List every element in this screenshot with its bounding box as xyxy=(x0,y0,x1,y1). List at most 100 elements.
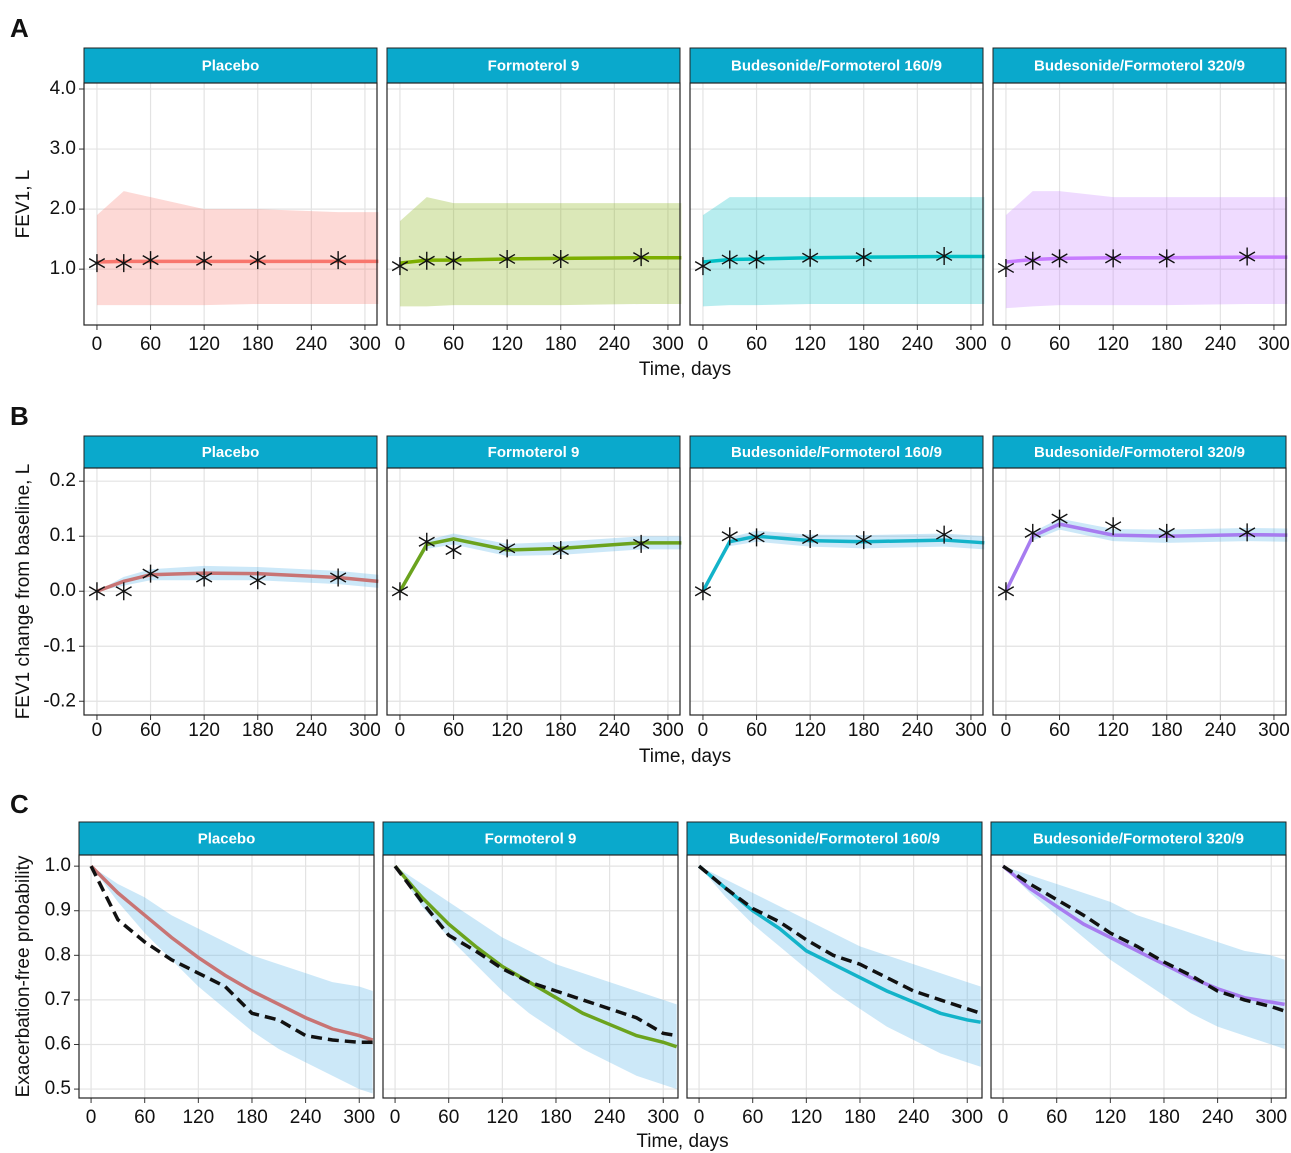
strip-background xyxy=(689,435,984,469)
x-tick-label: 0 xyxy=(998,1107,1009,1128)
observed-star xyxy=(196,251,213,270)
x-tick-label: 180 xyxy=(540,1107,572,1128)
band xyxy=(702,530,985,592)
observed-star xyxy=(418,532,435,551)
x-tick-label: 240 xyxy=(598,720,630,741)
facet: Budesonide/Formoterol 160/9 0 60 120 180 240 3… xyxy=(689,47,987,355)
observed-line xyxy=(393,865,677,1038)
strip-title: Budesonide/Formoterol 160/9 xyxy=(731,444,942,461)
facet: Formoterol 9 0 60 120 180 240 300 xyxy=(386,435,684,741)
x-tick-label: 240 xyxy=(901,720,933,741)
x-tick-label: 240 xyxy=(901,334,933,355)
y-tick-label: 3.0 xyxy=(50,138,76,159)
facet: Placebo 0 60 120 180 240 300 0.5 0.6 0.7 0.8 0.9 1.0 xyxy=(45,821,375,1128)
y-tick-label: 0.7 xyxy=(45,989,71,1010)
x-tick-label: 0 xyxy=(395,334,406,355)
observed-star xyxy=(802,529,819,548)
observed-star xyxy=(935,525,953,544)
x-tick-label: 180 xyxy=(545,720,577,741)
plot-frame xyxy=(386,467,681,716)
x-tick-label: 180 xyxy=(236,1107,268,1128)
observed-star xyxy=(748,250,765,269)
y-tick-label: -0.2 xyxy=(43,690,76,711)
observed-star xyxy=(445,540,462,559)
x-tick-label: 300 xyxy=(349,334,381,355)
strip-title: Formoterol 9 xyxy=(488,444,580,461)
x-tick-label: 60 xyxy=(438,1107,459,1128)
y-tick-label: 0.2 xyxy=(50,470,76,491)
plot-background xyxy=(84,83,377,325)
observed-star xyxy=(935,246,953,265)
plot-frame xyxy=(78,854,375,1099)
x-tick-label: 60 xyxy=(443,334,464,355)
x-tick-label: 0 xyxy=(694,1107,705,1128)
strip-title: Placebo xyxy=(202,444,260,461)
y-axis-label: FEV1 change from baseline, L xyxy=(13,464,34,720)
x-axis-label: Time, days xyxy=(636,1131,728,1152)
observed-line xyxy=(697,864,982,1015)
y-tick-label: 0.9 xyxy=(45,900,71,921)
observed-star xyxy=(329,251,347,270)
x-tick-label: 300 xyxy=(951,1107,983,1128)
x-tick-label: 180 xyxy=(848,334,880,355)
y-tick-label: 4.0 xyxy=(50,78,76,99)
plot-frame xyxy=(992,467,1287,716)
y-tick-label: 2.0 xyxy=(50,198,76,219)
plot-background xyxy=(993,83,1286,325)
facet: Budesonide/Formoterol 320/9 0 60 120 180 240 3… xyxy=(992,435,1290,741)
observed-star xyxy=(802,248,819,267)
plot-background xyxy=(387,83,680,325)
x-tick-label: 180 xyxy=(844,1107,876,1128)
observed-star xyxy=(632,248,650,267)
y-axis-label: Exacerbation-free probability xyxy=(13,855,34,1097)
x-tick-label: 0 xyxy=(395,720,406,741)
plot-frame xyxy=(992,82,1287,326)
x-tick-label: 180 xyxy=(545,334,577,355)
x-tick-label: 240 xyxy=(1204,334,1236,355)
strip-title: Budesonide/Formoterol 160/9 xyxy=(731,57,942,74)
x-tick-label: 240 xyxy=(898,1107,930,1128)
strip-background xyxy=(83,47,378,84)
strip-title: Budesonide/Formoterol 320/9 xyxy=(1034,444,1245,461)
strip-background xyxy=(686,821,983,856)
y-tick-label: 0.0 xyxy=(50,580,76,601)
facet: Budesonide/Formoterol 160/9 0 60 120 180 240 3… xyxy=(689,435,987,741)
plot-frame xyxy=(990,854,1287,1099)
strip-title: Formoterol 9 xyxy=(488,57,580,74)
facet: Budesonide/Formoterol 320/9 0 60 120 180 240 3… xyxy=(990,821,1287,1128)
panel-label: B xyxy=(10,401,29,431)
x-tick-label: 180 xyxy=(1151,720,1183,741)
x-tick-label: 180 xyxy=(242,720,274,741)
facet: Budesonide/Formoterol 320/9 0 60 120 180 240 3… xyxy=(992,47,1290,355)
x-tick-label: 120 xyxy=(1097,720,1129,741)
observed-star xyxy=(1051,249,1068,268)
x-tick-label: 0 xyxy=(92,334,103,355)
observed-star xyxy=(391,582,409,601)
observed-star xyxy=(694,582,712,601)
y-tick-label: 0.6 xyxy=(45,1034,71,1055)
x-tick-label: 120 xyxy=(491,720,523,741)
observed-star xyxy=(694,257,712,276)
x-tick-label: 300 xyxy=(652,334,684,355)
strip-background xyxy=(386,47,681,84)
x-tick-label: 240 xyxy=(295,720,327,741)
x-tick-label: 120 xyxy=(1097,334,1129,355)
x-tick-label: 120 xyxy=(790,1107,822,1128)
plot-background xyxy=(383,855,678,1098)
x-tick-label: 120 xyxy=(486,1107,518,1128)
y-tick-label: 0.8 xyxy=(45,944,71,965)
observed-star xyxy=(1158,523,1175,542)
x-tick-label: 0 xyxy=(698,334,709,355)
x-tick-label: 180 xyxy=(848,720,880,741)
x-tick-label: 120 xyxy=(182,1107,214,1128)
x-tick-label: 300 xyxy=(349,720,381,741)
x-tick-label: 240 xyxy=(290,1107,322,1128)
x-tick-label: 180 xyxy=(242,334,274,355)
x-tick-label: 180 xyxy=(1151,334,1183,355)
observed-star xyxy=(748,528,765,547)
x-tick-label: 60 xyxy=(140,720,161,741)
band xyxy=(96,191,379,306)
observed-star xyxy=(1239,247,1256,266)
x-tick-label: 0 xyxy=(1001,720,1012,741)
